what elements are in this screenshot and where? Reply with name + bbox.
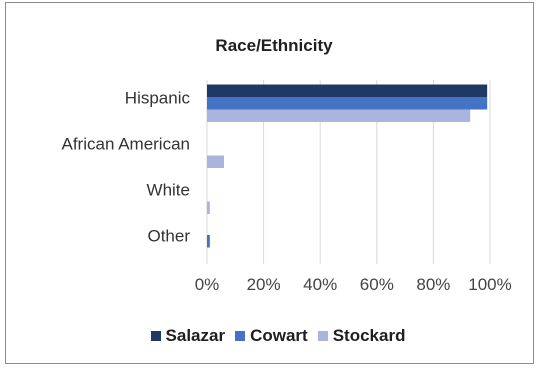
category-label: Other [147,226,190,245]
bar-stockard-white [207,201,210,214]
legend-item-cowart: Cowart [235,326,308,346]
x-tick-label: 0% [195,275,220,294]
x-tick-label: 20% [247,275,281,294]
legend-swatch [317,331,328,341]
bar-salazar-hispanic [207,84,488,97]
legend-item-salazar: Salazar [150,326,226,346]
x-tick-label: 80% [416,275,450,294]
bar-cowart-hispanic [207,97,488,110]
chart-legend: Salazar Cowart Stockard [0,326,538,346]
legend-label: Salazar [165,326,226,345]
x-tick-label: 60% [360,275,394,294]
bar-stockard-hispanic [207,109,471,122]
bar-cowart-other [207,235,210,248]
legend-label: Cowart [250,326,308,345]
category-label: African American [62,134,191,153]
x-tick-label: 40% [303,275,337,294]
chart-title: Race/Ethnicity [215,36,333,55]
category-label: Hispanic [125,88,191,107]
chart-frame [5,2,534,364]
category-label: White [147,180,190,199]
legend-swatch [235,331,246,341]
bar-stockard-african-american [207,155,224,168]
legend-item-stockard: Stockard [317,326,406,346]
legend-label: Stockard [332,326,406,345]
x-tick-label: 100% [468,275,511,294]
legend-swatch [150,331,161,341]
